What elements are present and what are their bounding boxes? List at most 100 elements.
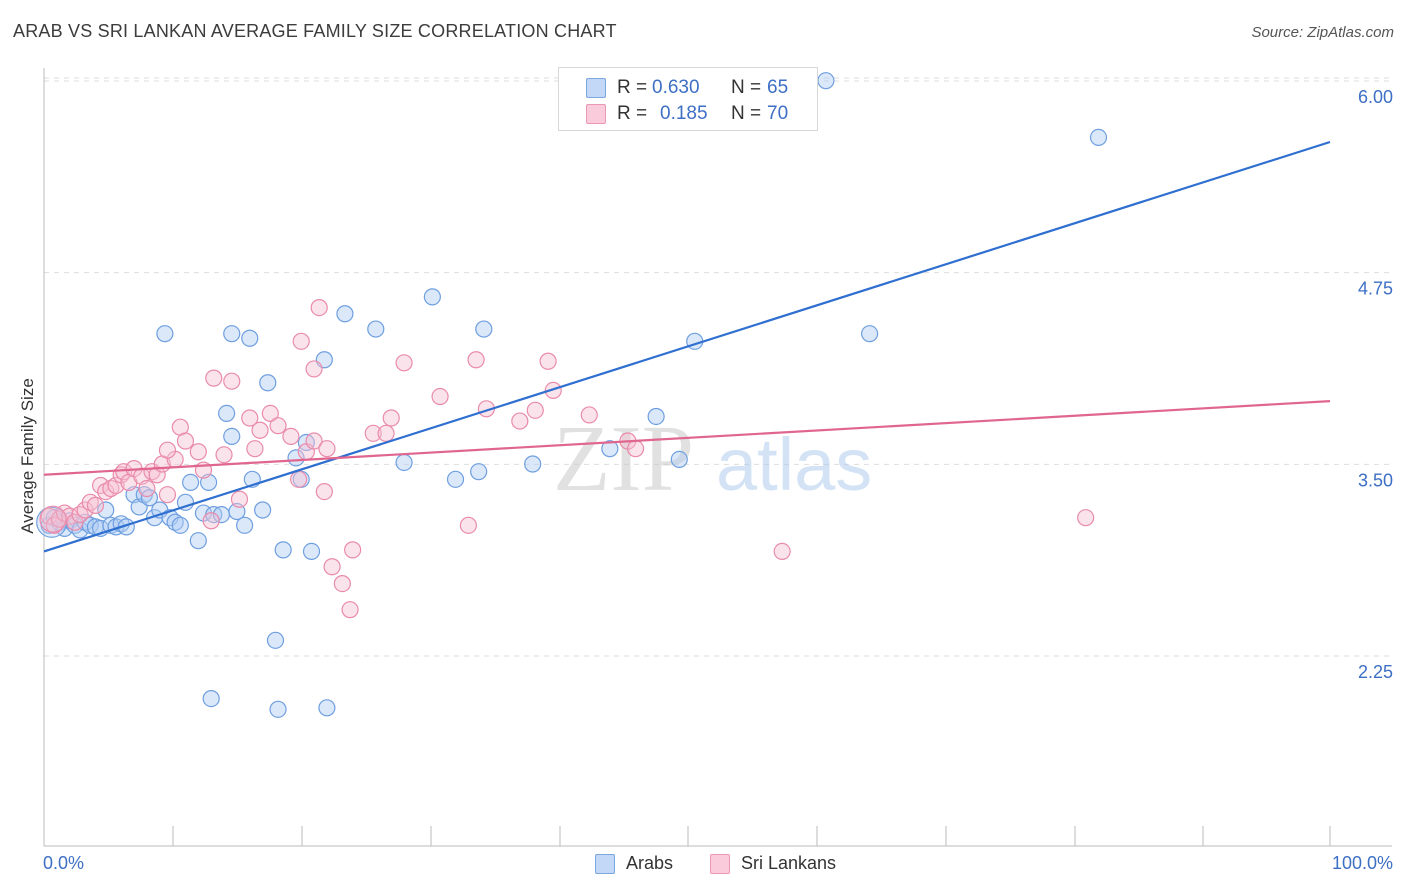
arab-point-55 <box>423 288 441 306</box>
trend-lines <box>43 140 1331 553</box>
arab-point-62 <box>670 450 688 468</box>
x-tick-max: 100.0% <box>1331 853 1393 873</box>
sri-point-8 <box>81 493 99 511</box>
arab-point-52 <box>336 305 354 323</box>
arab-point-54 <box>395 453 413 472</box>
sri-point-29 <box>202 512 220 530</box>
sri-point-37 <box>269 417 287 435</box>
sri-r-value: 0.185 <box>660 103 708 124</box>
source-label: Source: ZipAtlas.com <box>1251 24 1394 41</box>
x-tick-min: 0.0% <box>43 853 85 873</box>
sri-point-47 <box>333 574 351 593</box>
sri-point-50 <box>305 360 323 378</box>
watermark: ZIP atlas <box>553 407 872 511</box>
arab-point-53 <box>367 320 385 338</box>
arab-point-37 <box>254 501 272 519</box>
gridlines <box>44 77 1392 657</box>
arab-point-50 <box>302 542 321 561</box>
arab-point-45 <box>266 631 285 649</box>
sri-point-69 <box>1077 509 1095 527</box>
arab-point-27 <box>189 532 207 550</box>
arab-point-23 <box>166 513 184 531</box>
axes <box>43 68 1392 847</box>
arab-point-32 <box>218 404 236 422</box>
sri-point-54 <box>395 354 413 372</box>
sri-point-45 <box>310 299 328 317</box>
arab-point-11 <box>97 501 115 519</box>
chart-title: ARAB VS SRI LANKAN AVERAGE FAMILY SIZE C… <box>13 21 617 41</box>
sri-swatch <box>586 104 606 124</box>
arab-point-40 <box>156 325 174 343</box>
y-tick-label-3: 6.00 <box>1358 87 1393 107</box>
sri-point-12 <box>102 479 120 498</box>
arab-point-48 <box>318 699 336 717</box>
sri-point-66 <box>773 542 791 561</box>
correlation-legend: R = 0.630 N = 65 R = 0.185 N = 70 <box>558 67 818 131</box>
arab-point-66 <box>1089 128 1108 146</box>
arab-point-58 <box>475 320 493 338</box>
arab-point-39 <box>223 325 241 343</box>
y-axis-label: Average Family Size <box>18 378 37 534</box>
arab-trend-line <box>43 140 1331 553</box>
sri-point-60 <box>526 401 544 419</box>
arab-swatch <box>586 78 606 98</box>
arab-point-42 <box>287 449 305 467</box>
sri-n-value: 70 <box>767 103 789 124</box>
sri-point-30 <box>215 446 233 464</box>
sri-points <box>39 299 1095 619</box>
sri-n-label: N = <box>731 103 762 124</box>
sri-trend-line <box>43 400 1331 476</box>
sri-point-31 <box>223 372 241 390</box>
sri-point-46 <box>323 558 341 576</box>
sri-point-55 <box>431 387 449 406</box>
sri-point-63 <box>580 406 598 424</box>
arab-n-value: 65 <box>767 77 789 98</box>
sri-point-23 <box>158 486 177 504</box>
sri-point-53 <box>382 409 400 427</box>
sri-point-57 <box>467 351 485 369</box>
arab-point-33 <box>223 427 241 445</box>
sri-point-39 <box>290 470 308 488</box>
y-tick-labels: 2.25 3.50 4.75 6.00 <box>1358 87 1393 682</box>
bottom-sri-label: Sri Lankans <box>741 853 837 873</box>
sri-r-label: R = <box>617 103 648 124</box>
arab-r-label: R = <box>617 77 648 98</box>
arab-points <box>36 72 1108 718</box>
watermark-atlas: atlas <box>716 423 872 506</box>
sri-point-48 <box>341 601 359 619</box>
sri-point-11 <box>97 483 115 501</box>
y-tick-label-2: 4.75 <box>1358 279 1393 299</box>
arab-n-label: N = <box>731 77 762 98</box>
arab-point-65 <box>861 325 879 343</box>
arab-point-61 <box>647 407 665 426</box>
bottom-arab-label: Arabs <box>626 853 674 873</box>
bottom-sri-swatch <box>710 854 730 874</box>
arab-point-57 <box>470 463 488 481</box>
y-tick-label-1: 3.50 <box>1358 470 1393 490</box>
arab-point-25 <box>176 493 195 511</box>
sri-point-9 <box>86 496 105 514</box>
arab-point-47 <box>269 700 287 718</box>
arab-point-56 <box>446 470 465 488</box>
sri-point-42 <box>315 483 333 501</box>
arab-point-46 <box>202 689 220 708</box>
arab-r-value: 0.630 <box>652 77 700 98</box>
sri-point-52 <box>377 424 395 442</box>
arab-point-60 <box>601 440 619 458</box>
sri-point-38 <box>282 427 300 445</box>
y-tick-label-0: 2.25 <box>1358 662 1393 682</box>
sri-point-32 <box>230 490 249 508</box>
sri-point-44 <box>292 332 310 350</box>
arab-point-38 <box>241 329 259 347</box>
arab-point-35 <box>236 516 254 534</box>
sri-point-67 <box>205 369 223 387</box>
sri-point-68 <box>158 441 177 459</box>
sri-point-65 <box>626 440 645 458</box>
arab-point-24 <box>171 516 189 534</box>
sri-point-33 <box>241 409 259 427</box>
sri-point-27 <box>189 443 207 461</box>
sri-point-13 <box>107 476 125 495</box>
sri-point-56 <box>459 516 477 534</box>
arab-point-64 <box>817 72 835 90</box>
bottom-arab-swatch <box>595 854 615 874</box>
